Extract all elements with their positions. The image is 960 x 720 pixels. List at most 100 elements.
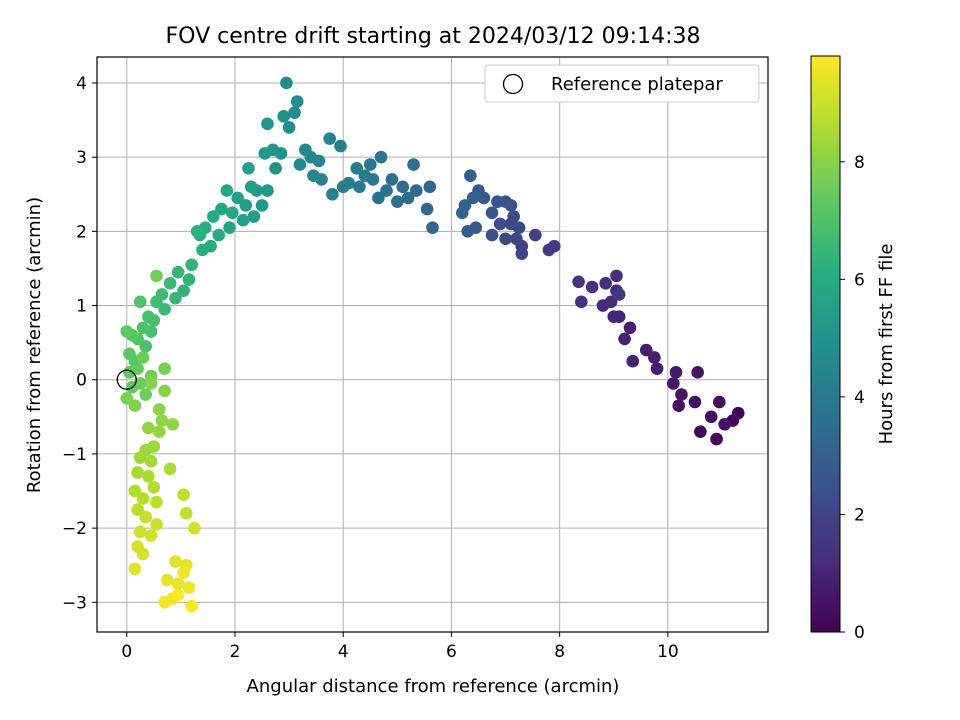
data-point <box>158 384 171 398</box>
data-point <box>336 180 350 194</box>
colorbar-ticks: 0 2 4 6 8 <box>840 153 865 643</box>
data-point <box>150 495 163 509</box>
data-point <box>242 161 255 175</box>
data-point <box>374 150 388 164</box>
data-point <box>718 417 732 431</box>
x-tick-label: 0 <box>121 642 132 662</box>
data-point <box>299 143 312 157</box>
data-point <box>423 180 437 194</box>
x-tick-label: 10 <box>657 642 679 662</box>
data-point <box>123 347 136 361</box>
data-point <box>401 191 415 205</box>
data-point <box>128 484 142 498</box>
y-axis-label: Rotation from reference (arcmin) <box>24 197 45 493</box>
data-point <box>596 299 610 312</box>
data-point <box>618 332 631 346</box>
chart-title: FOV centre drift starting at 2024/03/12 … <box>166 24 701 49</box>
colorbar-tick-label: 6 <box>854 270 865 290</box>
x-tick-label: 6 <box>446 642 457 662</box>
data-point <box>515 247 529 260</box>
data-point <box>147 440 161 453</box>
data-point <box>731 406 745 420</box>
data-point <box>171 577 185 591</box>
data-point <box>277 110 290 123</box>
data-point <box>507 210 520 223</box>
data-point <box>326 187 339 201</box>
data-point <box>623 321 637 335</box>
data-point <box>150 295 163 309</box>
data-point <box>136 351 150 364</box>
data-point <box>585 280 599 294</box>
data-point <box>385 173 399 186</box>
data-point <box>323 132 336 145</box>
x-tick-label: 4 <box>338 642 349 662</box>
data-point <box>261 184 274 197</box>
data-point <box>282 121 296 134</box>
data-point <box>499 232 512 246</box>
data-point <box>185 258 198 272</box>
data-point <box>288 106 301 119</box>
data-point <box>144 455 158 468</box>
data-point <box>358 169 372 183</box>
data-point <box>190 225 204 238</box>
x-tick-label: 2 <box>230 642 241 662</box>
data-point <box>161 573 174 587</box>
data-point <box>231 191 244 205</box>
data-point <box>504 199 518 212</box>
data-point <box>485 228 499 242</box>
data-point <box>128 562 142 576</box>
data-point <box>247 210 261 223</box>
data-point <box>136 492 150 505</box>
data-point <box>139 388 153 401</box>
data-point <box>612 288 626 301</box>
data-point <box>244 180 258 194</box>
data-point <box>136 321 150 335</box>
data-point <box>196 243 209 257</box>
data-point <box>290 95 304 108</box>
data-point <box>142 469 155 483</box>
reference-marker-group <box>116 369 137 390</box>
data-point <box>169 555 182 568</box>
data-point <box>158 362 171 375</box>
data-point <box>694 425 707 438</box>
data-point <box>710 432 723 446</box>
data-point <box>464 169 477 183</box>
data-point <box>163 276 177 290</box>
data-point <box>293 158 307 171</box>
plot-area <box>97 57 768 632</box>
legend-entry-label: Reference platepar <box>551 74 723 95</box>
data-point <box>223 221 236 234</box>
data-point <box>177 488 190 502</box>
data-point <box>144 377 158 390</box>
y-tick-label: −2 <box>62 519 87 539</box>
data-point <box>182 581 196 594</box>
colorbar-tick-label: 2 <box>854 505 865 525</box>
data-point <box>166 417 180 431</box>
data-point <box>334 139 347 153</box>
data-point <box>158 596 171 609</box>
y-tick-label: 3 <box>76 148 87 168</box>
data-point <box>648 351 661 364</box>
data-point <box>131 466 144 479</box>
data-point <box>144 529 158 542</box>
data-point <box>258 147 272 160</box>
data-point <box>239 199 253 212</box>
data-point <box>147 481 161 494</box>
data-point <box>626 354 640 368</box>
data-point <box>152 425 166 438</box>
data-point <box>458 199 472 212</box>
data-point <box>420 202 434 216</box>
y-tick-label: 0 <box>76 371 87 391</box>
data-point <box>529 228 542 242</box>
x-axis-label: Angular distance from reference (arcmin) <box>247 676 620 697</box>
x-tick-label: 8 <box>554 642 565 662</box>
data-point <box>131 362 144 375</box>
data-point <box>407 158 420 171</box>
data-point <box>215 202 228 216</box>
data-point <box>599 276 612 290</box>
data-point <box>380 184 393 197</box>
data-point <box>396 180 410 194</box>
scatter-points <box>120 76 745 613</box>
data-point <box>485 206 499 220</box>
data-point <box>163 462 177 476</box>
